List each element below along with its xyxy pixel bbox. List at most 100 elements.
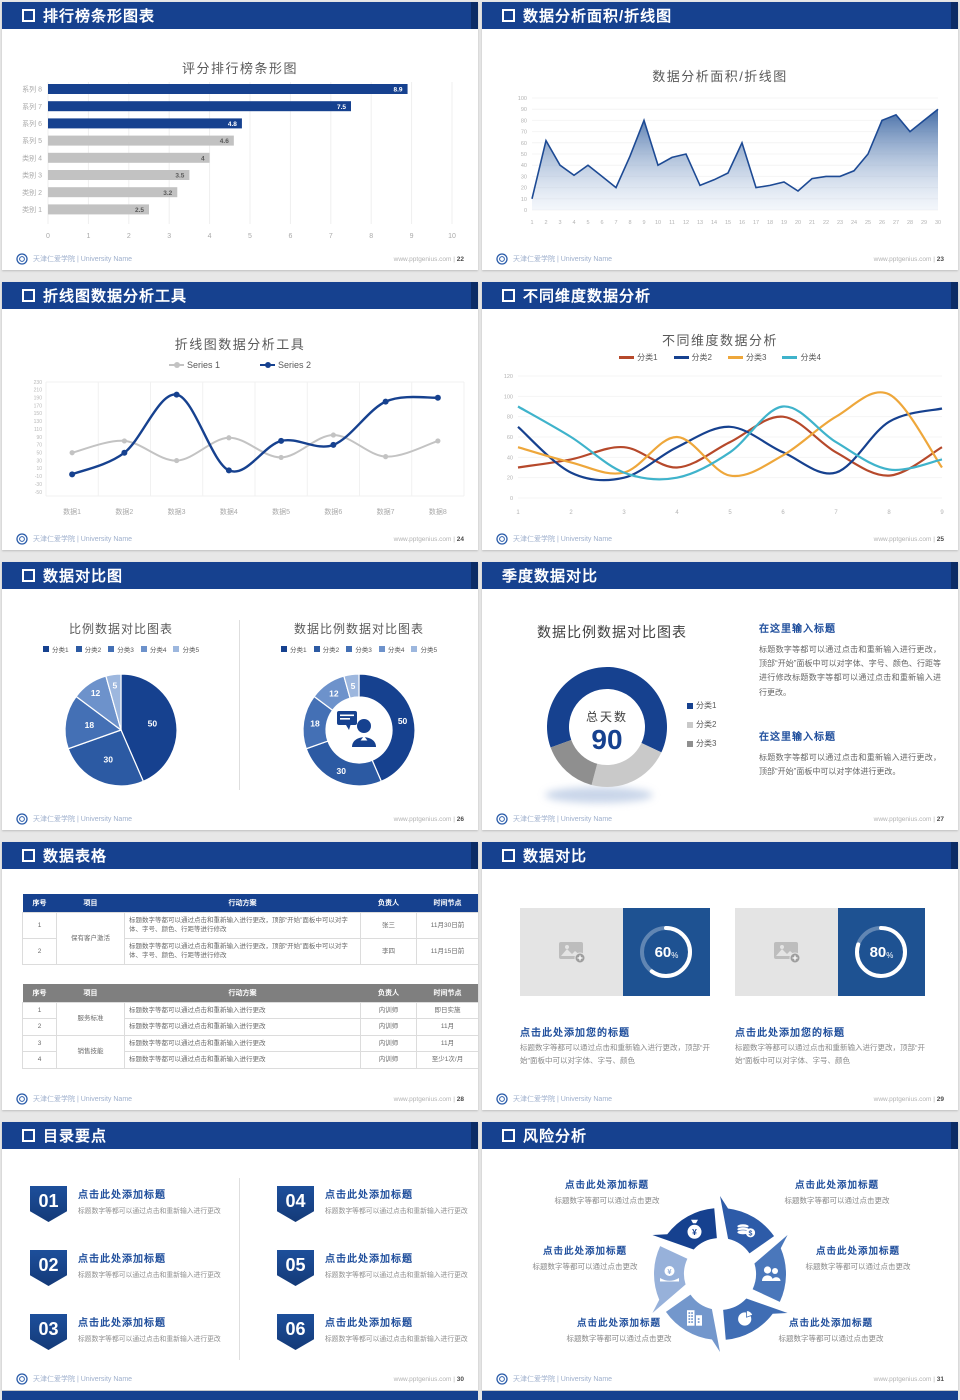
- item-title: 点击此处添加标题: [325, 1190, 413, 1201]
- slide-footer: 天津仁爱学院 | University Name www.pptgenius.c…: [2, 1092, 478, 1106]
- percent-number: 60: [654, 943, 672, 961]
- table-cell: 标题数字等都可以通过点击和重新输入进行更改，顶部“开始”面板中可以对字体、字号、…: [124, 937, 361, 965]
- table-cell: 销售技能: [56, 1034, 125, 1069]
- toc-item[interactable]: 04 点击此处添加标题 标题数字等都可以通过点击和重新输入进行更改: [277, 1186, 478, 1222]
- table-row: 2 标题数字等都可以通过点击和重新输入进行更改，顶部“开始”面板中可以对字体、字号…: [22, 937, 478, 965]
- footer-separator: |: [453, 535, 455, 543]
- checkbox-icon: [502, 289, 515, 302]
- svg-text:¥: ¥: [692, 1227, 697, 1237]
- comparison-card[interactable]: 60%: [520, 908, 710, 996]
- svg-text:80: 80: [521, 118, 527, 124]
- multi-series-line-chart: 0 20 40 60 80 100 120 1 2 3 4 5 6 7 8 9: [504, 374, 945, 516]
- legend-item: 分类3: [728, 352, 766, 363]
- svg-text:100: 100: [504, 394, 513, 400]
- slide-risk-analysis[interactable]: 风险分析 ¥ $ ¥ 点击此处添加标题 标题数字等都可以通过点击更改 点击此处添加标…: [482, 1122, 958, 1390]
- footer-url: www.pptgenius.com: [393, 815, 452, 823]
- footer-separator: |: [933, 1375, 935, 1383]
- label-body: 标题数字等都可以通过点击更改: [805, 1262, 911, 1271]
- svg-text:7: 7: [834, 510, 838, 516]
- legend-item: 分类4: [140, 644, 167, 654]
- svg-text:17: 17: [753, 220, 759, 226]
- toc-item[interactable]: 05 点击此处添加标题 标题数字等都可以通过点击和重新输入进行更改: [277, 1250, 478, 1286]
- table-cell: 11月30日前: [416, 912, 478, 939]
- svg-text:30: 30: [36, 458, 42, 464]
- svg-text:4: 4: [201, 155, 205, 162]
- item-number: 05: [285, 1255, 306, 1275]
- label-body: 标题数字等都可以通过点击更改: [554, 1196, 660, 1205]
- label-title: 点击此处添加标题: [815, 1246, 900, 1257]
- toc-item[interactable]: 01 点击此处添加标题 标题数字等都可以通过点击和重新输入进行更改: [30, 1186, 242, 1222]
- slide-multi-line-chart[interactable]: 不同维度数据分析 不同维度数据分析 分类1 分类2 分类3 分类4 0 20 40 60 80…: [482, 282, 958, 550]
- slide-progress-comparison[interactable]: 数据对比 60% 点击此处添加您的标题 标题数字等都可以通过点击和重新输入进行更…: [482, 842, 958, 1110]
- progress-value: 60%: [623, 908, 710, 996]
- table-cell: 内训师: [360, 1034, 417, 1053]
- slide-cell-1: 排行榜条形图表 评分排行榜条形图 0 1 2 3 4 5 6 7 8 9 10 系列 8 8.9 系列 7…: [0, 0, 480, 280]
- slide-ranking-bar-chart[interactable]: 排行榜条形图表 评分排行榜条形图 0 1 2 3 4 5 6 7 8 9 10 系列 8 8.9 系列 7…: [2, 2, 478, 270]
- svg-text:20: 20: [521, 186, 527, 192]
- table-header-cell: 序号: [22, 984, 57, 1003]
- legend-item: 分类2: [673, 352, 712, 363]
- checkbox-icon: [22, 9, 35, 22]
- card-title: 点击此处添加您的标题: [520, 1028, 630, 1039]
- slide-toc-points[interactable]: 目录要点 01 点击此处添加标题 标题数字等都可以通过点击和重新输入进行更改 02…: [2, 1122, 478, 1390]
- toc-item[interactable]: 06 点击此处添加标题 标题数字等都可以通过点击和重新输入进行更改: [277, 1314, 478, 1350]
- footer-separator: |: [453, 815, 455, 823]
- item-title: 点击此处添加标题: [325, 1318, 413, 1329]
- slide-cell-4: 不同维度数据分析 不同维度数据分析 分类1 分类2 分类3 分类4 0 20 40 60 80…: [480, 280, 960, 560]
- svg-text:26: 26: [879, 220, 885, 226]
- svg-text:210: 210: [34, 388, 43, 394]
- slide-area-chart[interactable]: 数据分析面积/折线图 数据分析面积/折线图 0 10 20 30 40 50 60 70 80 9…: [482, 2, 958, 270]
- slide-data-tables[interactable]: 数据表格 序号 项目 行动方案 负责人 时间节点 1 保有客户激活 标题数字等都可以通过点击和…: [2, 842, 478, 1110]
- legend-item: 分类1: [42, 644, 69, 654]
- table-row: 1 服务标准 标题数字等都可以通过点击和重新输入进行更改 内训师 即日实施: [22, 1001, 478, 1036]
- toc-item[interactable]: 02 点击此处添加标题 标题数字等都可以通过点击和重新输入进行更改: [30, 1250, 242, 1286]
- label-body: 标题数字等都可以通过点击更改: [778, 1334, 884, 1343]
- donut-center-text: 总天数 90: [527, 708, 687, 754]
- table-row: 2 标题数字等都可以通过点击和重新输入进行更改 内训师 11月: [22, 1018, 478, 1036]
- footer-url: www.pptgenius.com: [873, 815, 932, 823]
- progress-ring-80: [855, 926, 907, 978]
- table-cell: 1: [22, 1001, 57, 1020]
- slide-header-title: 排行榜条形图表: [43, 8, 156, 25]
- legend-item: Series 2: [260, 360, 311, 370]
- footer-separator: |: [453, 1095, 455, 1103]
- text-block: 在这里输入标题 标题数字等都可以通过点击和重新输入进行更改，顶部“开始”面板中可…: [759, 620, 941, 700]
- footer-page-number: 31: [936, 1375, 944, 1383]
- table-cell: 内训师: [360, 1051, 417, 1069]
- svg-text:数据6: 数据6: [324, 507, 342, 516]
- university-seal-icon: [16, 813, 28, 825]
- footer-url: www.pptgenius.com: [393, 1095, 452, 1103]
- slide-header-title: 不同维度数据分析: [523, 288, 652, 305]
- card-title: 点击此处添加您的标题: [735, 1028, 845, 1039]
- toc-item[interactable]: 03 点击此处添加标题 标题数字等都可以通过点击和重新输入进行更改: [30, 1314, 242, 1350]
- slide-header-title: 季度数据对比: [502, 568, 599, 585]
- university-seal-icon: [496, 533, 508, 545]
- comparison-card[interactable]: 80%: [735, 908, 925, 996]
- chart-title: 折线图数据分析工具: [174, 337, 306, 352]
- legend-label: 分类4: [149, 647, 167, 654]
- svg-text:数据5: 数据5: [272, 507, 290, 516]
- item-title: 点击此处添加标题: [78, 1318, 166, 1329]
- svg-text:18: 18: [85, 720, 95, 730]
- footer-school: 天津仁爱学院 | University Name: [33, 816, 133, 823]
- svg-text:10: 10: [36, 466, 42, 472]
- item-body: 标题数字等都可以通过点击和重新输入进行更改: [78, 1336, 221, 1343]
- legend-label: Series 1: [186, 360, 220, 370]
- footer-separator: |: [933, 1095, 935, 1103]
- slide-header: 季度数据对比: [482, 562, 958, 589]
- slide-quarter-data-donut[interactable]: 季度数据对比 数据比例数据对比图表 总天数 90 分类1 分类2 分类3 在这里输入…: [482, 562, 958, 830]
- svg-text:190: 190: [34, 396, 43, 402]
- slide-line-chart-tool[interactable]: 折线图数据分析工具 折线图数据分析工具 Series 1 Series 2 230…: [2, 282, 478, 550]
- header-edge-accent: [471, 842, 478, 869]
- svg-text:4: 4: [572, 220, 575, 226]
- legend-label: 分类5: [182, 647, 200, 654]
- svg-text:80: 80: [507, 415, 513, 421]
- table-header-cell: 行动方案: [124, 984, 361, 1003]
- legend-label: 分类3: [696, 739, 717, 748]
- legend-item: 分类5: [411, 644, 437, 654]
- block-body: 标题数字等都可以通过点击和重新输入进行更改，顶部“开始”面板中可以对字体、字号、…: [759, 645, 941, 697]
- svg-text:40: 40: [521, 163, 527, 169]
- svg-text:1: 1: [86, 233, 90, 240]
- svg-text:¥: ¥: [667, 1267, 672, 1276]
- slide-pie-donut-comparison[interactable]: 数据对比图 比例数据对比图表 数据比例数据对比图表 分类1 分类2 分类3 分类4 分类…: [2, 562, 478, 830]
